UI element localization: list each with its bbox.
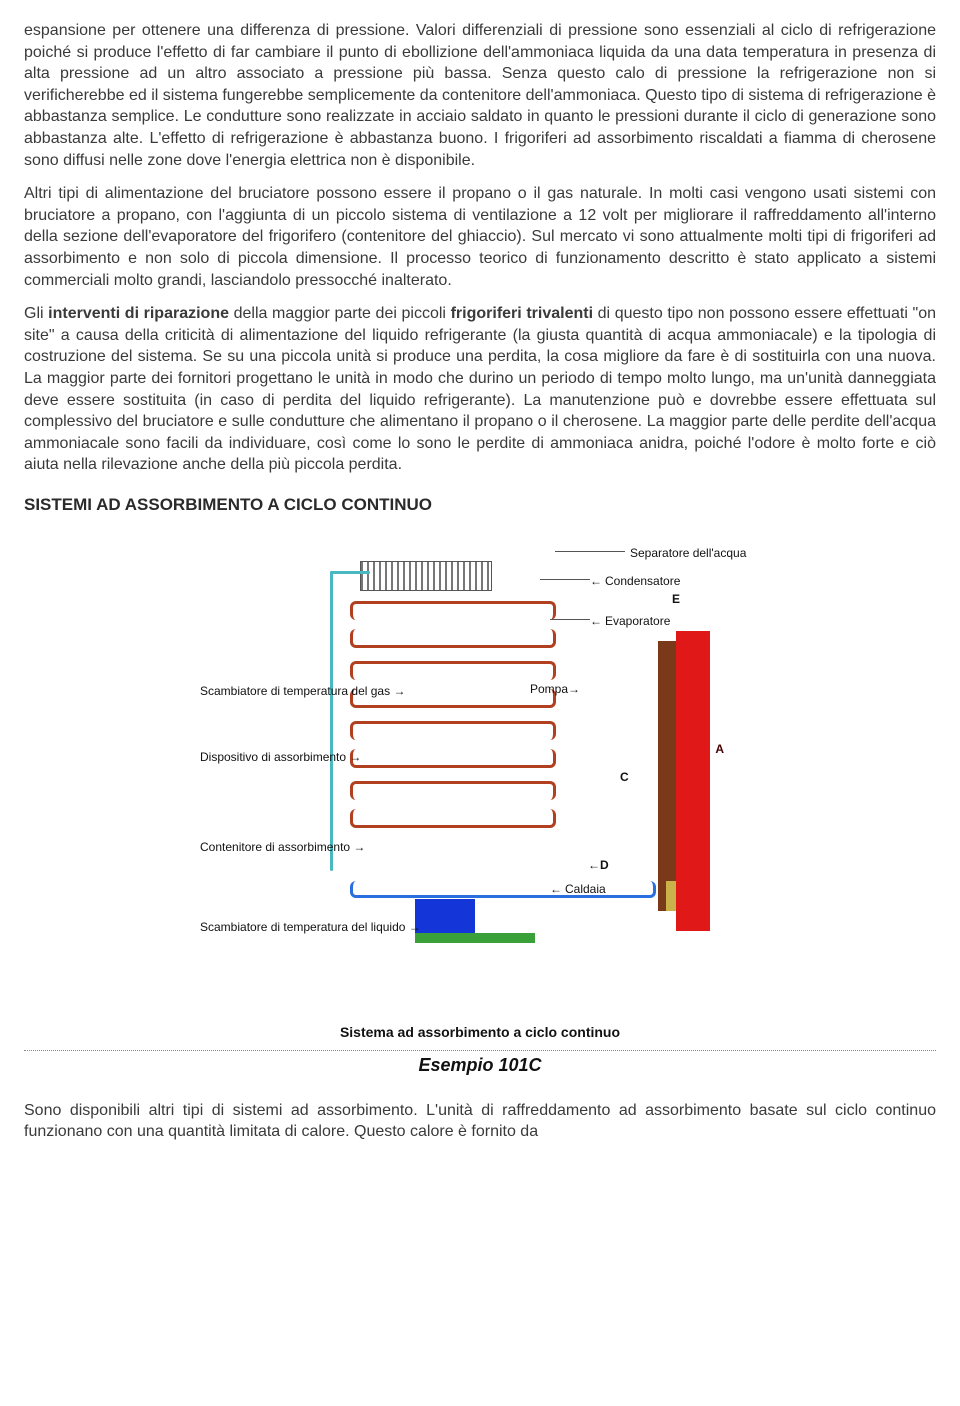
coil-3 (350, 661, 556, 680)
leader-1 (555, 551, 625, 552)
coil-1 (350, 601, 556, 620)
heater-bar (676, 631, 710, 931)
paragraph-1: espansione per ottenere una differenza d… (24, 20, 936, 171)
p3-bold-1: interventi di riparazione (48, 305, 229, 322)
label-condenser: Condensatore (590, 573, 680, 589)
label-D: ←D (588, 857, 609, 873)
diagram-caption: Sistema ad assorbimento a ciclo continuo (24, 1023, 936, 1042)
liquid-heat-exchanger (415, 933, 535, 943)
label-E: E (672, 591, 680, 607)
dotted-separator (24, 1050, 936, 1051)
p3-a: Gli (24, 305, 48, 322)
condenser-fins (360, 561, 492, 591)
generator-column (658, 641, 676, 911)
p3-e: di questo tipo non possono essere effett… (24, 305, 936, 473)
label-gas-exchanger: Scambiatore di temperatura del gas → (200, 683, 330, 699)
label-C: C (620, 769, 629, 785)
p3-bold-2: frigoriferi trivalenti (451, 305, 593, 322)
label-absorb-device: Dispositivo di assorbimento → (200, 749, 330, 765)
p3-c: della maggior parte dei piccoli (229, 305, 451, 322)
leader-2 (540, 579, 590, 580)
coil-5 (350, 721, 556, 740)
label-boiler: Caldaia (550, 881, 606, 897)
label-A: A (715, 741, 724, 757)
coil-6 (350, 749, 556, 768)
label-pump: Pompa→ (530, 681, 580, 697)
paragraph-2: Altri tipi di alimentazione del bruciato… (24, 183, 936, 291)
leader-3 (550, 619, 590, 620)
example-label: Esempio 101C (24, 1053, 936, 1077)
section-heading: SISTEMI AD ASSORBIMENTO A CICLO CONTINUO (24, 494, 936, 517)
label-absorb-container: Contenitore di assorbimento → (200, 839, 330, 855)
absorption-cycle-diagram: Separatore dell'acqua Condensatore E Eva… (200, 531, 760, 1011)
label-separator: Separatore dell'acqua (630, 545, 746, 561)
return-pipe-left (330, 571, 333, 871)
boiler-box (666, 881, 676, 911)
paragraph-4: Sono disponibili altri tipi di sistemi a… (24, 1100, 936, 1143)
diagram-container: Separatore dell'acqua Condensatore E Eva… (24, 531, 936, 1042)
coil-2 (350, 629, 556, 648)
paragraph-3: Gli interventi di riparazione della magg… (24, 303, 936, 476)
coil-8 (350, 809, 556, 828)
liquid-reservoir (415, 899, 475, 933)
return-pipe-top (330, 571, 370, 574)
label-evaporator: Evaporatore (590, 613, 670, 629)
label-liquid-exchanger: Scambiatore di temperatura del liquido → (200, 919, 330, 935)
coil-7 (350, 781, 556, 800)
bottom-pipe (350, 881, 656, 898)
